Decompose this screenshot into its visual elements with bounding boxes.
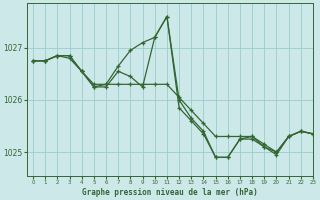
X-axis label: Graphe pression niveau de la mer (hPa): Graphe pression niveau de la mer (hPa)	[82, 188, 258, 197]
